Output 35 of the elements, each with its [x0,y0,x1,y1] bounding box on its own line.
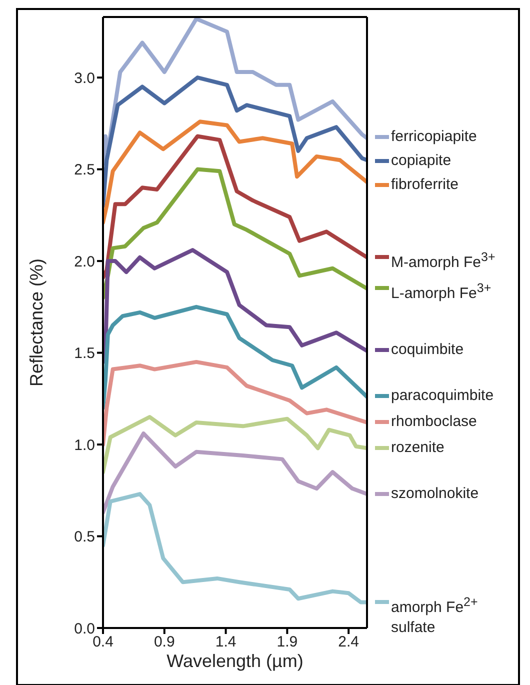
legend-label: ferricopiapite [391,127,477,148]
y-tick-label: 2.5 [74,162,95,179]
legend-label: L-amorph Fe$^{3+}$ [391,280,492,304]
line-series [103,414,367,474]
x-tick-label: 1.4 [215,634,236,651]
line-series [103,76,367,208]
x-tick-label: 0.4 [92,634,114,651]
legend-label: fibroferrite [391,175,459,196]
y-axis-title: Reflectance (%) [26,258,46,387]
line-series [103,167,367,300]
line-series [103,360,367,447]
x-tick-label: 1.9 [276,634,298,651]
y-tick-label: 3.0 [74,70,95,87]
line-series [103,432,367,514]
legend-label: paracoquimbite [391,386,494,406]
y-tick-label: 1.5 [74,345,95,362]
line-series [103,248,367,364]
y-tick-label: 0.0 [74,620,95,638]
legend-label: rhomboclase [391,412,477,432]
x-axis-title: Wavelength (µm) [166,651,304,671]
legend-label: rozenite [391,438,444,458]
x-tick-label: 2.4 [338,634,360,651]
y-tick-label: 1.0 [74,436,95,454]
line-series [103,120,367,224]
x-tick-label: 0.9 [154,634,175,651]
legend-label: M-amorph Fe$^{3+}$ [391,248,496,273]
line-series [103,134,367,280]
text: amorph Fe$^{2+}$ sulfate [391,595,478,636]
legend-label: szomolnokite [391,484,479,504]
y-tick-label: 2.0 [74,253,95,270]
line-series [103,492,367,604]
y-tick-label: 0.5 [74,528,95,546]
legend-label: copiapite [391,151,452,172]
line-series [103,304,367,410]
legend-label: coquimbite [391,340,464,360]
